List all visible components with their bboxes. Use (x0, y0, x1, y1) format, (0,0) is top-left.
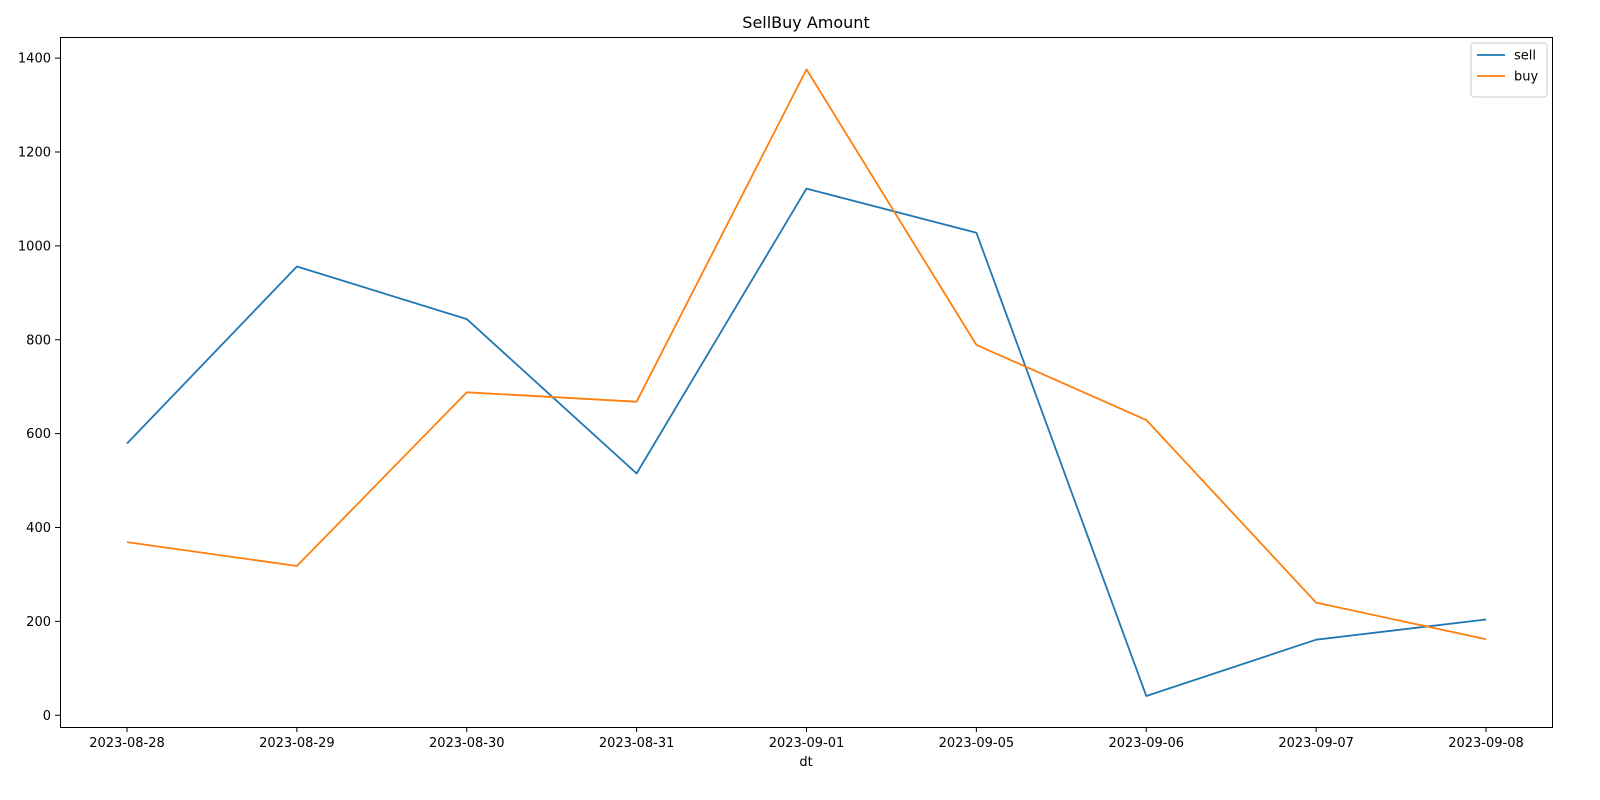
y-tick-label: 400 (26, 521, 51, 536)
y-tick-label: 200 (26, 615, 51, 630)
legend-box (1470, 42, 1548, 98)
x-tick-label: 2023-08-29 (259, 736, 335, 751)
legend-label-sell: sell (1514, 49, 1536, 64)
y-tick-label: 1000 (18, 239, 51, 254)
legend: sell buy (1470, 42, 1548, 98)
x-tick-label: 2023-09-08 (1448, 736, 1524, 751)
x-tick-label: 2023-09-01 (769, 736, 845, 751)
x-tick-label: 2023-09-06 (1108, 736, 1184, 751)
x-tick-label: 2023-08-31 (599, 736, 675, 751)
y-tick-label: 1400 (18, 52, 51, 67)
y-axis-ticks: 0 200 400 600 800 1000 1200 1400 (18, 52, 60, 724)
x-axis-label: dt (799, 755, 812, 770)
legend-label-buy: buy (1514, 70, 1538, 85)
series-line-sell (126, 187, 1487, 697)
y-tick-label: 600 (26, 427, 51, 442)
x-tick-label: 2023-08-28 (89, 736, 165, 751)
x-tick-label: 2023-09-05 (939, 736, 1015, 751)
x-tick-label: 2023-09-07 (1278, 736, 1354, 751)
x-axis-ticks: 2023-08-28 2023-08-29 2023-08-30 2023-08-31… (89, 727, 1524, 751)
y-tick-label: 800 (26, 333, 51, 348)
x-tick-label: 2023-08-30 (429, 736, 505, 751)
y-tick-label: 1200 (18, 146, 51, 161)
plot-frame (60, 37, 1553, 728)
series-layer (126, 68, 1487, 697)
series-line-buy (126, 68, 1487, 641)
y-tick-label: 0 (43, 709, 51, 724)
chart-title: SellBuy Amount (742, 13, 869, 32)
